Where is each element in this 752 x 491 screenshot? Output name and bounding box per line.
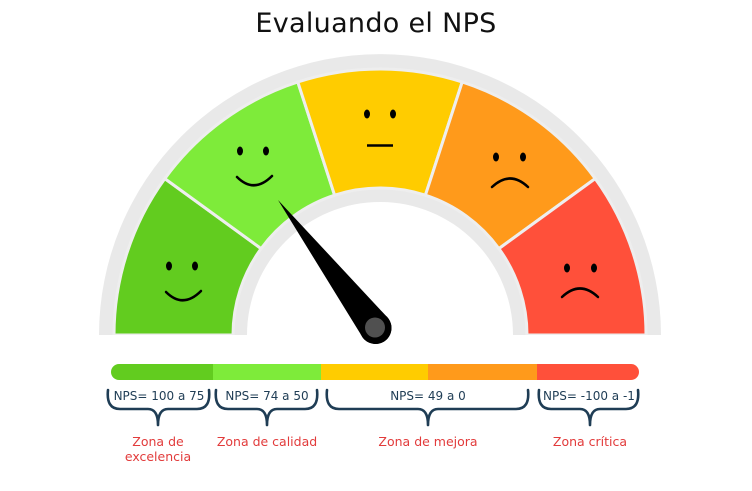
- zone-label-line: excelencia: [124, 449, 192, 464]
- eye-icon: [390, 109, 396, 119]
- brace-calidad: [214, 388, 319, 427]
- eye-icon: [520, 152, 526, 162]
- eye-icon: [564, 263, 570, 273]
- brace-mejora: [325, 388, 530, 427]
- face-happy-calidad: [235, 146, 274, 187]
- range-label-calidad: NPS= 74 a 50: [225, 389, 309, 403]
- zone-label-calidad: Zona de calidad: [216, 434, 318, 449]
- range-label-excelencia: NPS= 100 a 75: [113, 389, 205, 403]
- eye-icon: [493, 152, 499, 162]
- gauge-needle: [278, 200, 392, 345]
- face-sad-mejora: [490, 152, 530, 189]
- face-sad-critica: [560, 263, 600, 299]
- smile-icon: [235, 174, 274, 187]
- eye-icon: [263, 146, 269, 156]
- gauge-segments: [112, 67, 648, 337]
- eye-icon: [192, 261, 198, 271]
- frown-icon: [490, 177, 530, 189]
- range-braces: [106, 388, 640, 427]
- eye-icon: [364, 109, 370, 119]
- zone-label-mejora: Zona de mejora: [378, 434, 478, 449]
- eye-icon: [591, 263, 597, 273]
- zone-label-critica: Zona crítica: [552, 434, 628, 449]
- eye-icon: [237, 146, 243, 156]
- brace-excelencia: [106, 388, 211, 427]
- face-happy-excelencia: [164, 261, 203, 302]
- face-neutral: [364, 109, 396, 147]
- eye-icon: [166, 261, 172, 271]
- page-title: Evaluando el NPS: [255, 8, 497, 39]
- needle-hub: [365, 317, 385, 338]
- range-label-mejora: NPS= 49 a 0: [390, 389, 466, 403]
- nps-scale-bar: [111, 364, 639, 380]
- smile-icon: [164, 289, 203, 302]
- frown-icon: [560, 287, 600, 299]
- segment-critica: [496, 176, 648, 337]
- brace-critica: [537, 388, 640, 427]
- zone-label-excelencia: Zona de excelencia: [108, 434, 208, 464]
- range-label-critica: NPS= -100 a -1: [543, 389, 635, 403]
- zone-label-line: Zona de: [132, 434, 184, 449]
